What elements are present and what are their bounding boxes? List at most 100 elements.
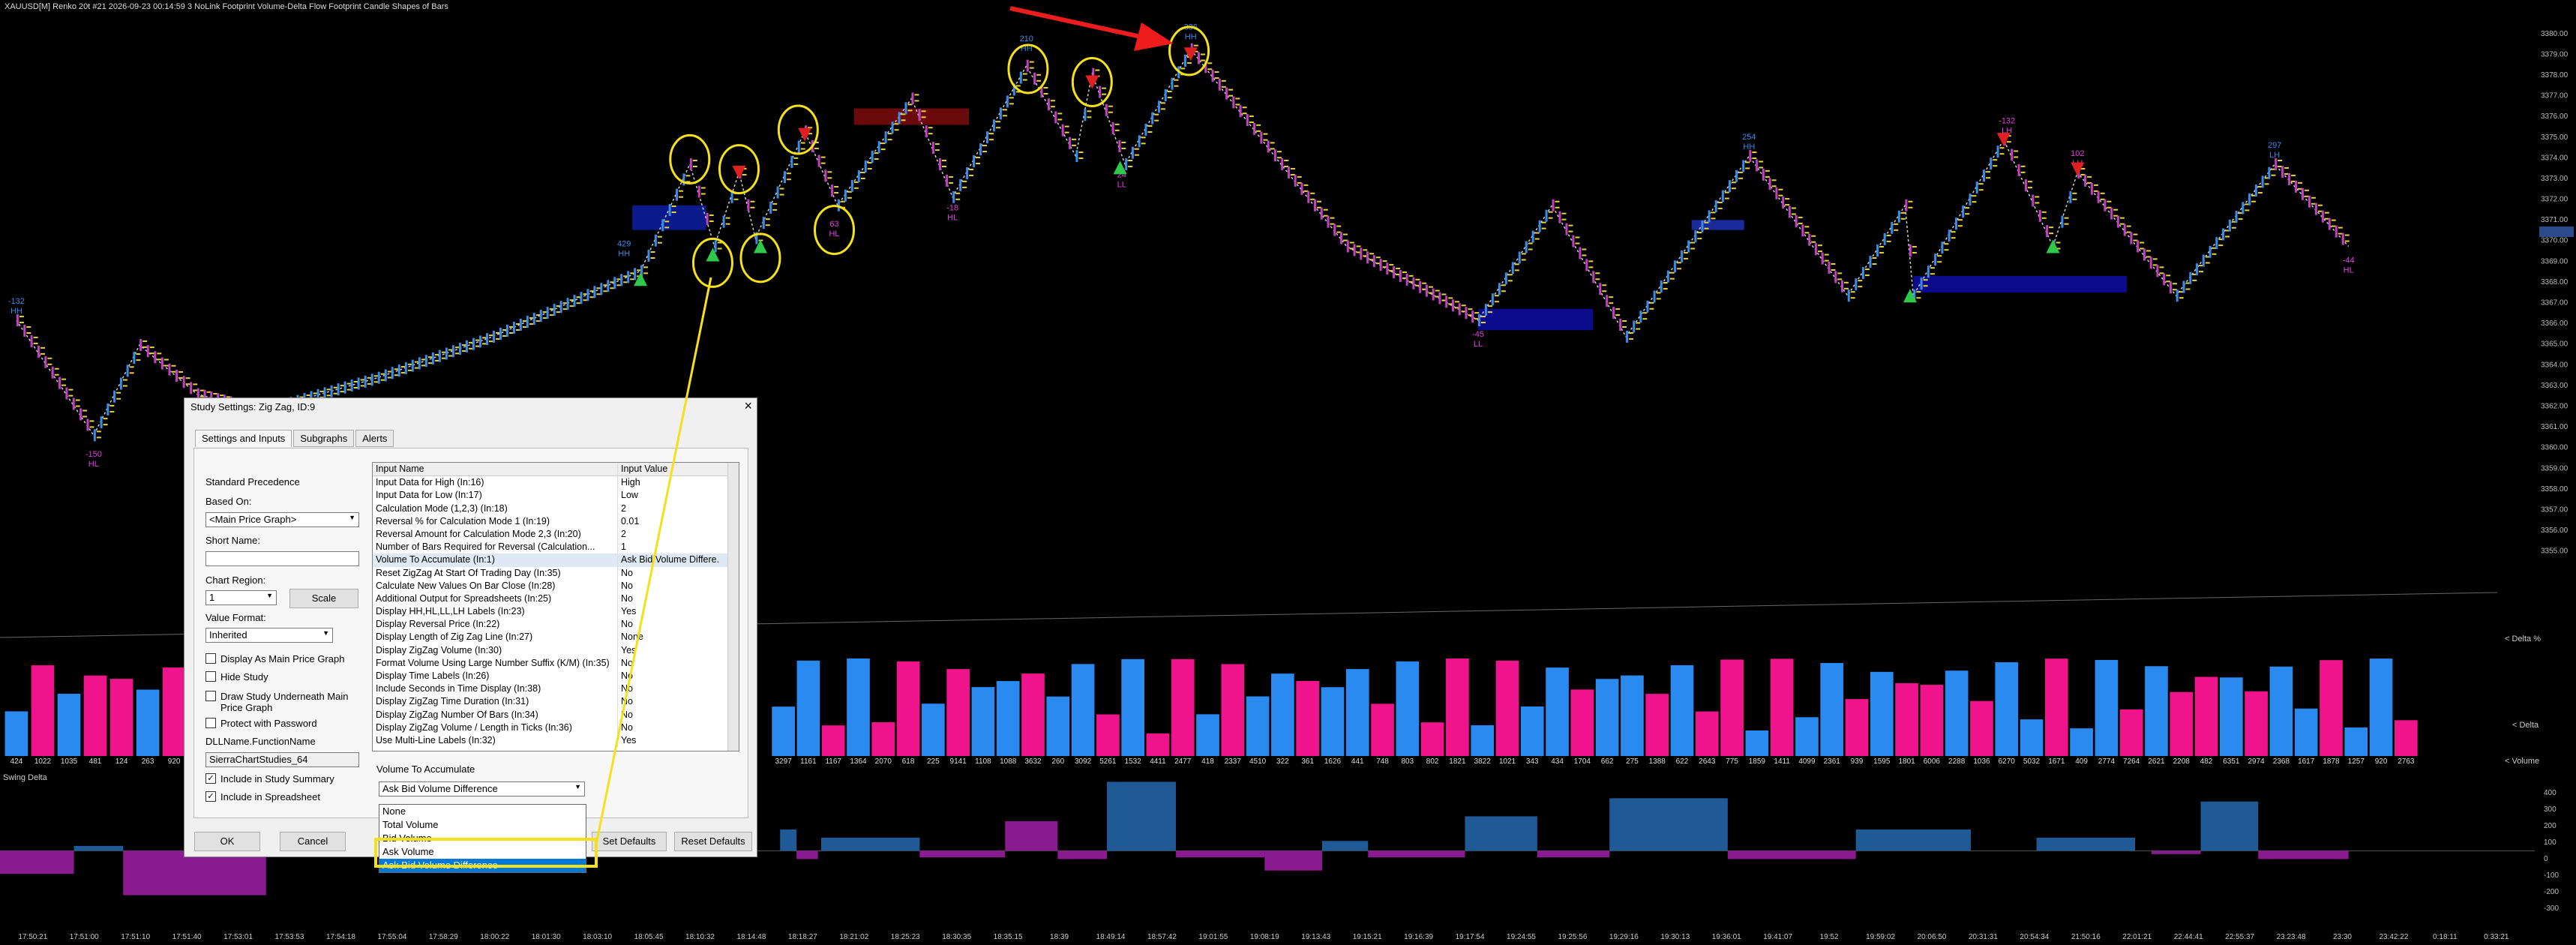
dropdown-option[interactable]: None [382, 806, 406, 817]
brick [1538, 220, 1541, 232]
scale-button[interactable]: Scale [289, 589, 358, 608]
brick [1775, 187, 1778, 200]
volume-value: 9141 [950, 758, 967, 766]
dropdown-option[interactable]: Total Volume [382, 819, 439, 830]
chart-region-select[interactable]: 1 ▼ [205, 590, 277, 605]
footprint [1448, 303, 1453, 305]
footprint [1894, 223, 1899, 225]
table-row[interactable]: Input Data for Low (In:17) Low [373, 489, 739, 502]
label: DLLName.FunctionName [205, 736, 316, 747]
tab[interactable]: Settings and Inputs [195, 430, 292, 447]
volume-value: 4411 [1150, 758, 1166, 766]
footprint [887, 139, 892, 141]
tab[interactable]: Subgraphs [293, 430, 355, 447]
brick [1333, 224, 1336, 236]
brick [2130, 232, 2133, 244]
footprint [1804, 232, 1810, 234]
table-row[interactable]: Reversal % for Calculation Mode 1 (In:19… [373, 514, 739, 528]
zone [1478, 308, 1594, 331]
brick [1828, 261, 1831, 274]
table-row[interactable]: Additional Output for Spreadsheets (In:2… [373, 592, 739, 606]
footprint [454, 346, 460, 349]
table-row[interactable]: Display HH,HL,LL,LH Labels (In:23) Yes [373, 605, 739, 619]
ok-button[interactable]: OK [194, 832, 260, 851]
table-row[interactable]: Display Time Labels (In:26) No [373, 670, 739, 683]
table-row[interactable]: Display ZigZag Number Of Bars (In:34) No [373, 708, 739, 722]
table-row[interactable]: Number of Bars Required for Reversal (Ca… [373, 541, 739, 554]
based-on-select[interactable]: <Main Price Graph> ▼ [205, 512, 359, 527]
table-row[interactable]: Display Length of Zig Zag Line (In:27) No… [373, 631, 739, 644]
brick [640, 265, 643, 278]
close-button[interactable]: × [744, 398, 752, 413]
footprint [1343, 239, 1348, 242]
swing-axis-label: 100 [2544, 838, 2557, 847]
table-row[interactable]: Display ZigZag Volume (In:30) Yes [373, 644, 739, 657]
time-label: 18:05:45 [634, 933, 664, 941]
checkbox[interactable]: Protect with Password [205, 718, 363, 729]
footprint [475, 339, 480, 341]
brick [1612, 307, 1615, 320]
footprint [1270, 148, 1275, 150]
table-row[interactable]: Input Data for High (In:16) High [373, 476, 739, 490]
brick [1438, 292, 1441, 304]
footprint [650, 257, 655, 260]
checkbox[interactable]: Hide Study [205, 671, 363, 682]
checkbox[interactable]: Draw Study Underneath Main Price Graph [205, 691, 363, 713]
delta-bar [1371, 704, 1394, 756]
table-row[interactable]: Display ZigZag Volume / Length in Ticks … [373, 721, 739, 734]
dropdown-option[interactable]: Bid Volume [382, 832, 432, 844]
table-row[interactable]: Include Seconds in Time Display (In:38) N… [373, 682, 739, 696]
table-cell: No [621, 683, 633, 694]
footprint [887, 133, 892, 135]
footprint [333, 392, 338, 394]
time-label: 19:24:55 [1507, 933, 1536, 941]
table-row[interactable]: Volume To Accumulate (In:1) Ask Bid Volum… [373, 554, 739, 567]
footprint [1930, 273, 1935, 275]
footprint [1864, 268, 1870, 271]
brick [2242, 202, 2245, 214]
checkbox-box [205, 653, 216, 664]
table-row[interactable]: Use Multi-Line Labels (In:32) Yes [373, 734, 739, 748]
brick [1281, 158, 1284, 170]
footprint [1134, 148, 1139, 150]
table-row[interactable]: Reversal Amount for Calculation Mode 2,3… [373, 527, 739, 542]
zigzag-value: -132 [8, 297, 25, 306]
value-select[interactable]: Ask Bid Volume Difference ▼ [379, 782, 585, 796]
tab[interactable]: Alerts [355, 430, 394, 447]
footprint [562, 302, 568, 304]
brick [1138, 135, 1141, 148]
time-label: 17:55:04 [377, 933, 406, 941]
checkbox[interactable]: Display As Main Price Graph [205, 653, 363, 664]
dropdown-option[interactable]: Ask Volume [382, 846, 434, 857]
footprint [1043, 87, 1048, 89]
checkbox[interactable]: ✓ Include in Spreadsheet [205, 791, 363, 802]
footprint [643, 272, 649, 274]
short-name-input[interactable] [205, 551, 359, 566]
checkbox[interactable]: ✓ Include in Study Summary [205, 773, 363, 784]
brick [627, 271, 630, 284]
value-format-select[interactable]: Inherited ▼ [205, 628, 333, 643]
dropdown-option[interactable]: Ask Bid Volume Difference [379, 859, 586, 872]
volume-value: 482 [2200, 758, 2213, 766]
cancel-button[interactable]: Cancel [280, 832, 346, 851]
table-row[interactable]: Calculate New Values On Bar Close (In:28… [373, 579, 739, 592]
footprint [193, 383, 198, 386]
footprint [1134, 154, 1139, 156]
reset-defaults-button[interactable]: Reset Defaults [674, 832, 752, 851]
volume-value: 6351 [2223, 758, 2240, 766]
brick [634, 268, 637, 280]
set-defaults-button[interactable]: Set Defaults [592, 832, 667, 851]
table-cell: Yes [621, 606, 637, 617]
footprint [1771, 185, 1777, 188]
footprint [1738, 177, 1744, 179]
brick [1465, 307, 1468, 320]
footprint [481, 337, 487, 339]
table-row[interactable]: Display ZigZag Time Duration (In:31) No [373, 695, 739, 709]
delta-bar [1021, 674, 1045, 756]
table-row[interactable]: Calculation Mode (1,2,3) (In:18) 2 [373, 502, 739, 515]
table-row[interactable]: Reset ZigZag At Start Of Trading Day (In… [373, 566, 739, 580]
table-row[interactable]: Format Volume Using Large Number Suffix … [373, 656, 739, 670]
table-row[interactable]: Display Reversal Price (In:22) No [373, 618, 739, 632]
column-header: Input Name [373, 463, 618, 476]
delta-bar [1121, 658, 1144, 756]
